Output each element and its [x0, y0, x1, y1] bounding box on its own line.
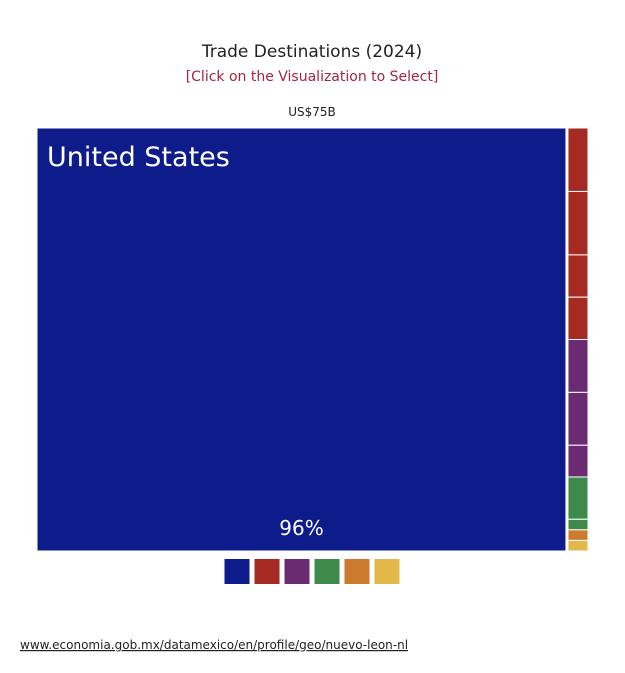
legend-swatch[interactable] — [254, 559, 280, 584]
tile-value-label: 96% — [279, 516, 323, 540]
treemap[interactable]: United States 96% — [36, 127, 589, 552]
tile[interactable] — [567, 127, 589, 192]
tile[interactable] — [567, 296, 589, 341]
tile[interactable] — [567, 539, 589, 552]
legend-swatch[interactable] — [224, 559, 250, 584]
legend-swatch[interactable] — [284, 559, 310, 584]
legend-swatch[interactable] — [374, 559, 400, 584]
tile[interactable] — [36, 127, 567, 552]
total-label: US$75B — [288, 105, 336, 119]
legend-swatch[interactable] — [314, 559, 340, 584]
tile[interactable] — [567, 254, 589, 298]
tile[interactable] — [567, 190, 589, 256]
tile[interactable] — [567, 339, 589, 393]
chart-title: Trade Destinations (2024) — [201, 42, 422, 62]
tile[interactable] — [567, 518, 589, 531]
tile[interactable] — [567, 391, 589, 446]
tile[interactable] — [567, 476, 589, 520]
tile[interactable] — [567, 529, 589, 541]
chart-subtitle: [Click on the Visualization to Select] — [186, 69, 439, 85]
tile-label: United States — [47, 142, 230, 173]
tile[interactable] — [567, 444, 589, 478]
legend — [224, 559, 400, 584]
source-link[interactable]: www.economia.gob.mx/datamexico/en/profil… — [20, 638, 408, 652]
legend-swatch[interactable] — [344, 559, 370, 584]
